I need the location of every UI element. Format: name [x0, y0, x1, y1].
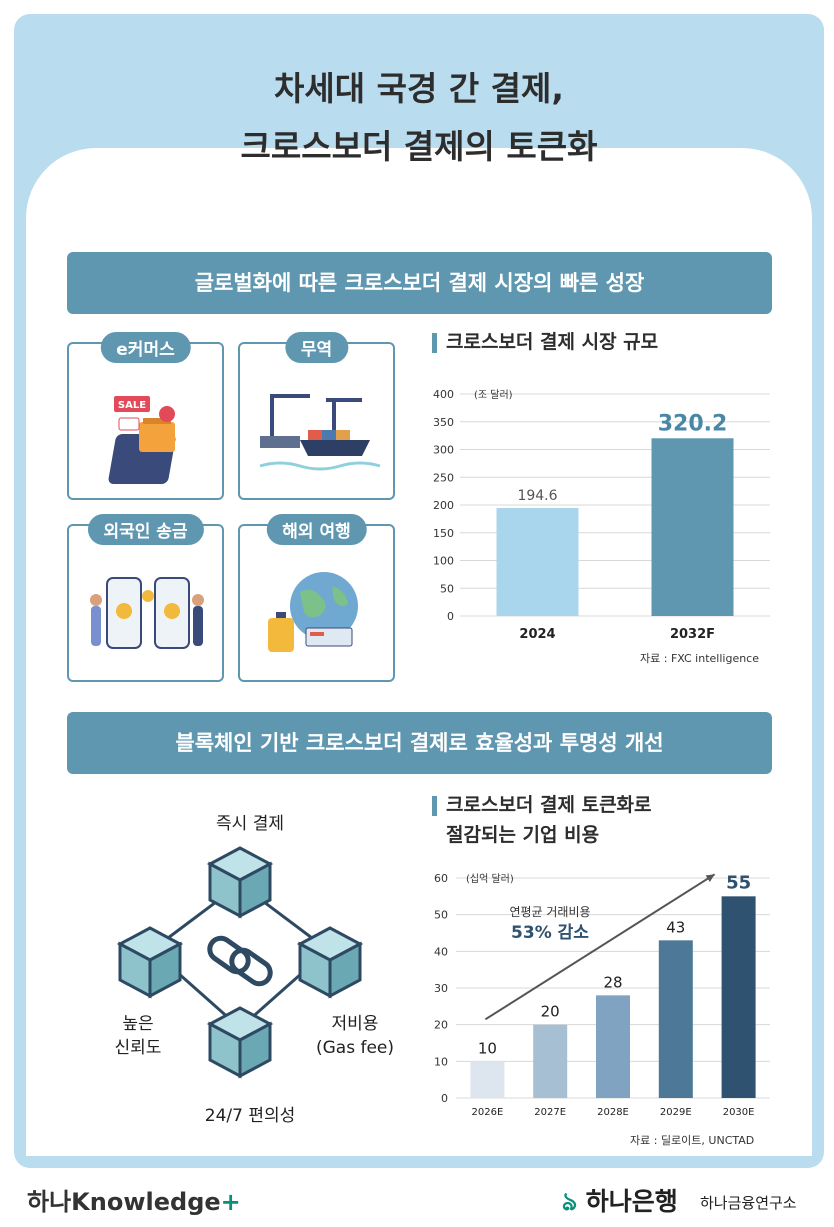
feature-low-cost-line2: (Gas fee) [315, 1038, 395, 1058]
card-ecommerce: e커머스 SALE [67, 332, 224, 500]
card-label: 무역 [284, 332, 349, 363]
x-tick-label: 2030E [723, 1107, 755, 1118]
bar-2024 [496, 507, 579, 616]
card-travel: 해외 여행 [238, 514, 395, 682]
card-label: 외국인 송금 [87, 514, 204, 545]
feature-trust-line2: 신뢰도 [114, 1038, 162, 1058]
chart2-source: 자료 : 딜로이트, UNCTAD [630, 1134, 755, 1147]
data-label: 194.6 [517, 488, 557, 504]
y-tick-label: 100 [433, 555, 454, 568]
chart1-title: 크로스보더 결제 시장 규모 [432, 327, 658, 357]
chart2-title-line2: 절감되는 기업 비용 [446, 824, 600, 846]
card-remittance: 외국인 송금 [67, 514, 224, 682]
y-tick-label: 30 [434, 982, 448, 995]
feature-instant-payment: 즉시 결제 [216, 814, 284, 834]
hana-bank-logo: ঌ 하나은행 [562, 1182, 678, 1225]
title-accent-bar [432, 796, 437, 816]
y-tick-label: 0 [441, 1092, 448, 1105]
travel-globe-icon [268, 572, 358, 652]
chart1-bars: 194.6 2024 320.2 2032F [496, 411, 734, 642]
card-label: 해외 여행 [266, 514, 367, 545]
chart1-source: 자료 : FXC intelligence [640, 652, 759, 665]
card-label: e커머스 [100, 332, 191, 363]
blockchain-diagram [116, 846, 364, 1079]
y-tick-label: 150 [433, 527, 454, 540]
cube-top [206, 846, 274, 919]
bar-2032F [651, 438, 734, 616]
x-tick-label: 2028E [597, 1107, 629, 1118]
chart1-unit-label: (조 달러) [474, 389, 513, 401]
x-tick-label: 2032F [670, 627, 715, 642]
y-tick-label: 200 [433, 499, 454, 512]
data-label: 20 [541, 1003, 560, 1021]
hana-bank-name: 하나은행 [585, 1187, 678, 1216]
chart2-bars: 10 2026E 20 2027E 28 2028E 43 2029E 55 2030E [470, 872, 756, 1118]
y-tick-label: 300 [433, 444, 454, 457]
x-tick-label: 2024 [519, 627, 555, 642]
cube-left [116, 926, 184, 999]
cost-savings-chart: 0 10 20 30 40 50 60 10 2026E 20 2027E 28 2028E 43 202… [434, 872, 770, 1118]
y-tick-label: 60 [434, 872, 448, 885]
chart2-title-line1: 크로스보더 결제 토큰화로 [446, 794, 652, 816]
bar-2028E [596, 995, 630, 1098]
bar-2027E [533, 1024, 568, 1098]
bar-2030E [721, 896, 756, 1098]
svg-text:SALE: SALE [118, 400, 146, 411]
bar-2026E [470, 1061, 505, 1098]
section2-banner: 블록체인 기반 크로스보더 결제로 효율성과 투명성 개선 [67, 712, 772, 774]
data-label: 10 [478, 1039, 497, 1057]
data-label: 320.2 [658, 411, 728, 436]
chain-link-icon [207, 935, 273, 987]
cube-bottom [206, 1006, 274, 1079]
title-line1: 차세대 국경 간 결제, [274, 69, 564, 108]
card-trade: 무역 [238, 332, 395, 500]
chart2-unit-label: (십억 달러) [466, 873, 514, 885]
y-tick-label: 350 [433, 416, 454, 429]
x-tick-label: 2029E [660, 1107, 692, 1118]
shopping-cart-icon: SALE [108, 396, 176, 484]
trend-arrow [484, 873, 716, 1021]
data-label: 43 [666, 918, 685, 936]
logo-prefix: 하나 [27, 1188, 72, 1216]
annotation-line1: 연평균 거래비용 [509, 905, 590, 919]
data-label: 55 [726, 872, 751, 893]
feature-trust: 높은 신뢰도 [98, 1012, 178, 1060]
y-tick-label: 10 [434, 1055, 448, 1068]
feature-low-cost: 저비용 (Gas fee) [300, 1012, 410, 1060]
hana-knowledge-logo: 하나Knowledge+ [27, 1182, 241, 1217]
y-tick-label: 50 [434, 909, 448, 922]
section1-banner: 글로벌화에 따른 크로스보더 결제 시장의 빠른 성장 [67, 252, 772, 314]
y-tick-label: 20 [434, 1019, 448, 1032]
x-tick-label: 2027E [534, 1107, 566, 1118]
annotation-line2: 53% 감소 [511, 923, 589, 943]
logo-main: Knowledge [71, 1188, 221, 1216]
cargo-ship-icon [259, 394, 381, 471]
x-tick-label: 2026E [472, 1107, 504, 1118]
y-tick-label: 40 [434, 945, 448, 958]
hana-bank-symbol-icon: ঌ [562, 1187, 578, 1216]
arrow-head-icon [705, 874, 715, 882]
logo-plus: + [220, 1188, 241, 1216]
title-accent-bar [432, 333, 437, 353]
feature-trust-line1: 높은 [122, 1014, 154, 1034]
bar-2029E [658, 940, 693, 1098]
chart1-title-text: 크로스보더 결제 시장 규모 [446, 331, 659, 353]
y-tick-label: 50 [440, 582, 454, 595]
data-label: 28 [603, 973, 622, 991]
page-title: 차세대 국경 간 결제, 크로스보더 결제의 토큰화 [14, 60, 824, 176]
y-tick-label: 250 [433, 471, 454, 484]
feature-24-7: 24/7 편의성 [204, 1106, 296, 1126]
feature-low-cost-line1: 저비용 [331, 1014, 379, 1034]
title-line2: 크로스보더 결제의 토큰화 [240, 127, 598, 166]
market-size-chart: 0 50 100 150 200 250 300 350 400 194.6 2024 320.2 2… [433, 388, 770, 642]
y-tick-label: 400 [433, 388, 454, 401]
chart2-title: 크로스보더 결제 토큰화로 절감되는 기업 비용 [432, 790, 652, 850]
hana-institute-name: 하나금융연구소 [700, 1194, 797, 1212]
y-tick-label: 0 [447, 610, 454, 623]
cube-right [296, 926, 364, 999]
money-transfer-icon [90, 577, 204, 649]
